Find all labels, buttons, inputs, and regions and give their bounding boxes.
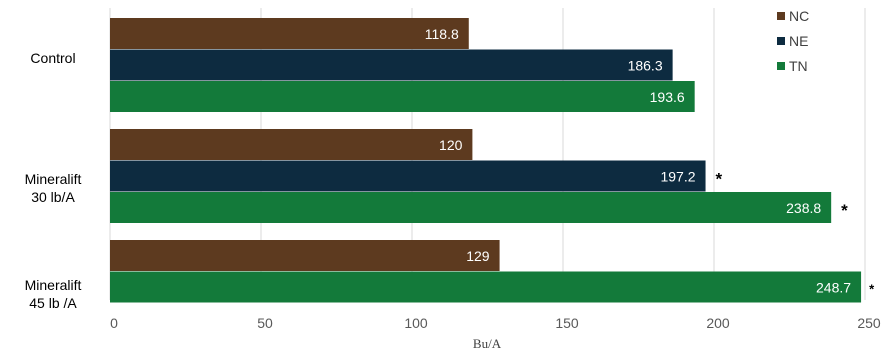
category-labels: Control Mineralift 30 lb/A Mineralift 45 lb …: [25, 50, 82, 311]
bar-value-label: 238.8: [786, 200, 821, 216]
bar-nc: [110, 18, 469, 49]
bar-ne: [110, 49, 673, 81]
bar-value-label: 118.8: [425, 26, 459, 42]
bars: 118.8 186.3 193.6 120 197.2 * 238.8 * 129 248.7 *: [110, 18, 875, 303]
bar-value-label: 197.2: [660, 168, 695, 184]
bar-value-label: 120: [439, 137, 463, 153]
x-tick-label: 250: [857, 315, 881, 331]
bar-tn: [110, 192, 832, 223]
legend-label-nc: NC: [789, 8, 809, 24]
bar-tn: [110, 81, 695, 112]
x-tick-label: 0: [110, 315, 118, 331]
bar-value-label: 193.6: [650, 89, 685, 105]
significance-asterisk: *: [869, 281, 875, 296]
x-tick-label: 50: [257, 315, 273, 331]
bar-ne: [110, 160, 706, 192]
x-axis-ticks: 0 50 100 150 200 250: [110, 315, 881, 331]
legend-label-ne: NE: [789, 33, 808, 49]
legend-label-tn: TN: [789, 58, 808, 74]
category-label: Control: [30, 50, 75, 66]
x-axis-title: Bu/A: [473, 336, 502, 351]
category-label: 45 lb /A: [29, 295, 77, 311]
category-label: 30 lb/A: [31, 189, 75, 205]
significance-asterisk: *: [841, 201, 848, 220]
x-tick-label: 200: [706, 315, 730, 331]
x-tick-label: 150: [555, 315, 579, 331]
bar-value-label: 186.3: [628, 57, 663, 73]
bar-tn: [110, 271, 862, 303]
legend-swatch-nc: [777, 12, 785, 20]
legend-swatch-ne: [777, 37, 785, 45]
bar-nc: [110, 240, 500, 271]
x-tick-label: 100: [404, 315, 428, 331]
bar-value-label: 248.7: [816, 279, 851, 295]
legend-swatch-tn: [777, 62, 785, 70]
bar-value-label: 129: [466, 248, 490, 264]
bar-nc: [110, 129, 473, 160]
category-label: Mineralift: [25, 277, 82, 293]
significance-asterisk: *: [716, 169, 723, 188]
legend: NC NE TN: [777, 8, 809, 74]
category-label: Mineralift: [25, 171, 82, 187]
